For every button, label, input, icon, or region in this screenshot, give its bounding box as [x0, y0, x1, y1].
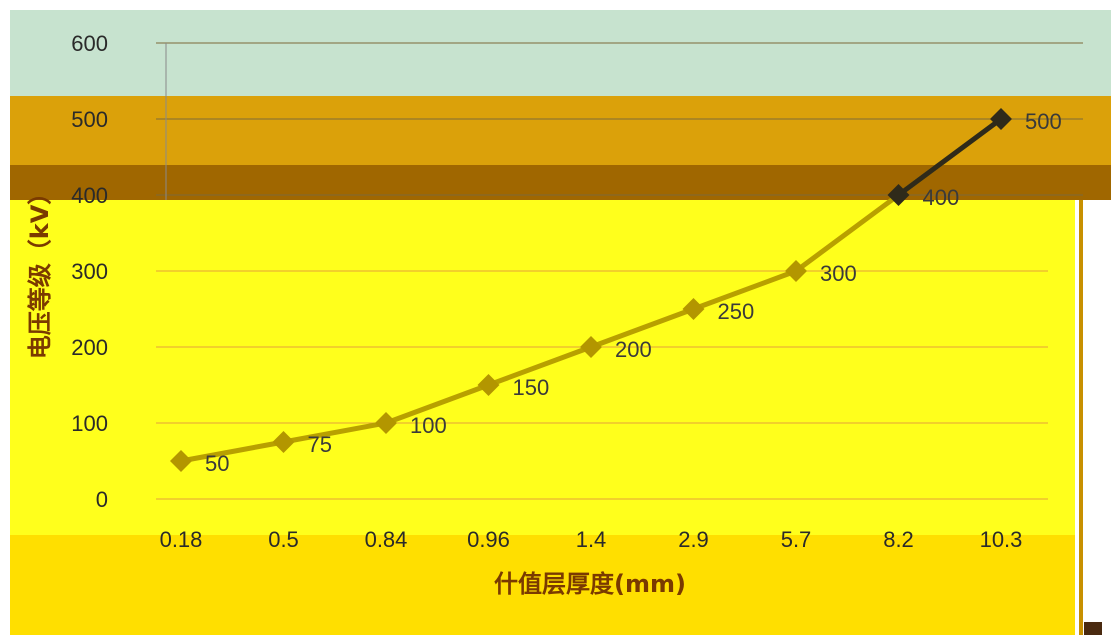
- data-point-marker: [887, 184, 910, 206]
- data-point-marker: [990, 108, 1012, 130]
- bg-plot-fill: [10, 200, 1075, 540]
- bg-bottom-fill: [10, 535, 1075, 635]
- data-label: 400: [923, 185, 960, 210]
- x-tick-label: 5.7: [781, 527, 812, 552]
- data-markers: [170, 108, 1012, 472]
- x-tick-label: 10.3: [980, 527, 1023, 552]
- series-line-segment: [896, 116, 1004, 198]
- y-tick-label: 500: [71, 107, 108, 132]
- bg-top-band: [10, 10, 1111, 110]
- x-tick-label: 1.4: [576, 527, 607, 552]
- gridlines: [156, 42, 1083, 500]
- y-axis-title: 电压等级（kV）: [26, 181, 54, 360]
- y-tick-label: 400: [71, 183, 108, 208]
- data-label: 100: [410, 413, 447, 438]
- background: [10, 10, 1111, 635]
- x-tick-label: 0.18: [160, 527, 203, 552]
- data-labels: 50 75 100 150 200 250 300 400 500: [205, 109, 1062, 476]
- x-tick-label: 8.2: [883, 527, 914, 552]
- x-tick-label: 0.5: [268, 527, 299, 552]
- data-point-marker: [375, 412, 397, 434]
- data-label: 500: [1025, 109, 1062, 134]
- data-label: 50: [205, 451, 229, 476]
- data-label: 150: [513, 375, 550, 400]
- x-tick-label: 0.84: [365, 527, 408, 552]
- data-point-marker: [477, 374, 500, 396]
- data-point-marker: [785, 260, 807, 282]
- data-point-marker: [272, 431, 295, 453]
- y-tick-label: 300: [71, 259, 108, 284]
- x-tick-label: 2.9: [678, 527, 709, 552]
- data-point-marker: [170, 450, 192, 472]
- data-label: 200: [615, 337, 652, 362]
- bg-right-rule: [1079, 200, 1083, 635]
- bg-orange-band: [10, 96, 1111, 170]
- y-tick-label: 600: [71, 31, 108, 56]
- bg-corner-mark: [1084, 622, 1102, 635]
- y-tick-label: 200: [71, 335, 108, 360]
- y-tick-label: 100: [71, 411, 108, 436]
- y-tick-labels: 0 100 200 300 400 500 600: [71, 31, 108, 512]
- y-tick-label: 0: [96, 487, 108, 512]
- x-tick-label: 0.96: [467, 527, 510, 552]
- data-label: 250: [718, 299, 755, 324]
- data-label: 75: [308, 432, 332, 457]
- x-tick-labels: 0.18 0.5 0.84 0.96 1.4 2.9 5.7 8.2 10.3: [160, 527, 1023, 552]
- data-point-marker: [682, 298, 705, 320]
- data-point-marker: [580, 336, 602, 358]
- x-axis-title: 什值层厚度(mm): [494, 570, 686, 598]
- data-label: 300: [820, 261, 857, 286]
